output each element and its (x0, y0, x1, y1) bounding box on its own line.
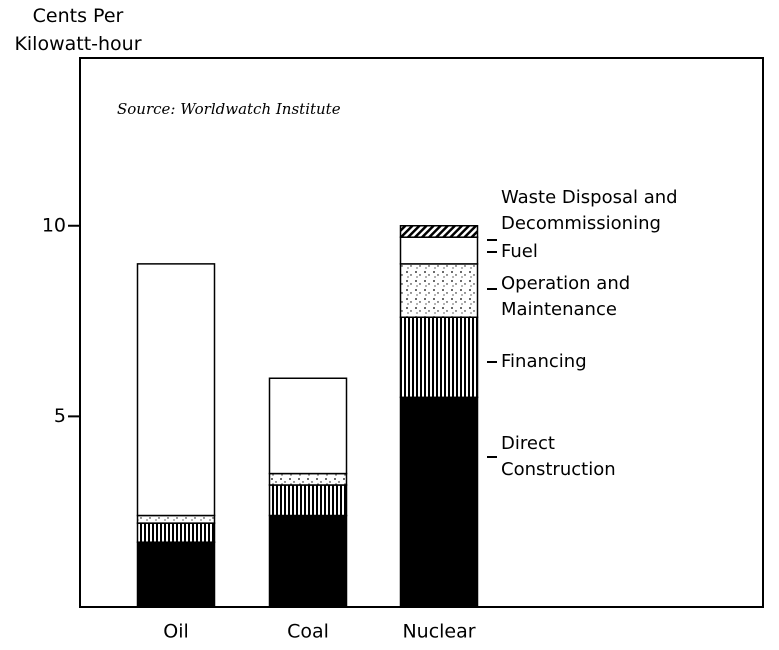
bar-segment (136, 522, 216, 543)
bar-segment (268, 514, 348, 608)
chart-title: Cents Per Kilowatt-hour (14, 5, 142, 55)
annotation: Source: Worldwatch Institute (117, 100, 341, 118)
legend-label: Direct Construction (501, 433, 616, 480)
legend-label: Fuel (501, 241, 538, 262)
bar-segment (399, 225, 479, 238)
x-tick-label: Nuclear (402, 621, 475, 643)
x-tick-label: Oil (163, 621, 189, 643)
x-tick-label: Coal (287, 621, 329, 643)
legend-label: Waste Disposal and Decommissioning (501, 187, 678, 234)
y-tick-label: 5 (54, 405, 66, 427)
legend-label: Financing (501, 351, 587, 372)
bar-segment (399, 236, 479, 265)
bar-segment (268, 472, 348, 486)
bar-segment (399, 263, 479, 318)
bar-segment (136, 514, 216, 524)
legend-label: Operation and Maintenance (501, 273, 631, 320)
bar-segment (399, 316, 479, 399)
bar-segment (136, 541, 216, 608)
bar-segment (399, 396, 479, 608)
bar-segment (268, 377, 348, 475)
bar-segment (136, 263, 216, 517)
y-tick-label: 10 (42, 214, 66, 236)
bar-segment (268, 484, 348, 517)
